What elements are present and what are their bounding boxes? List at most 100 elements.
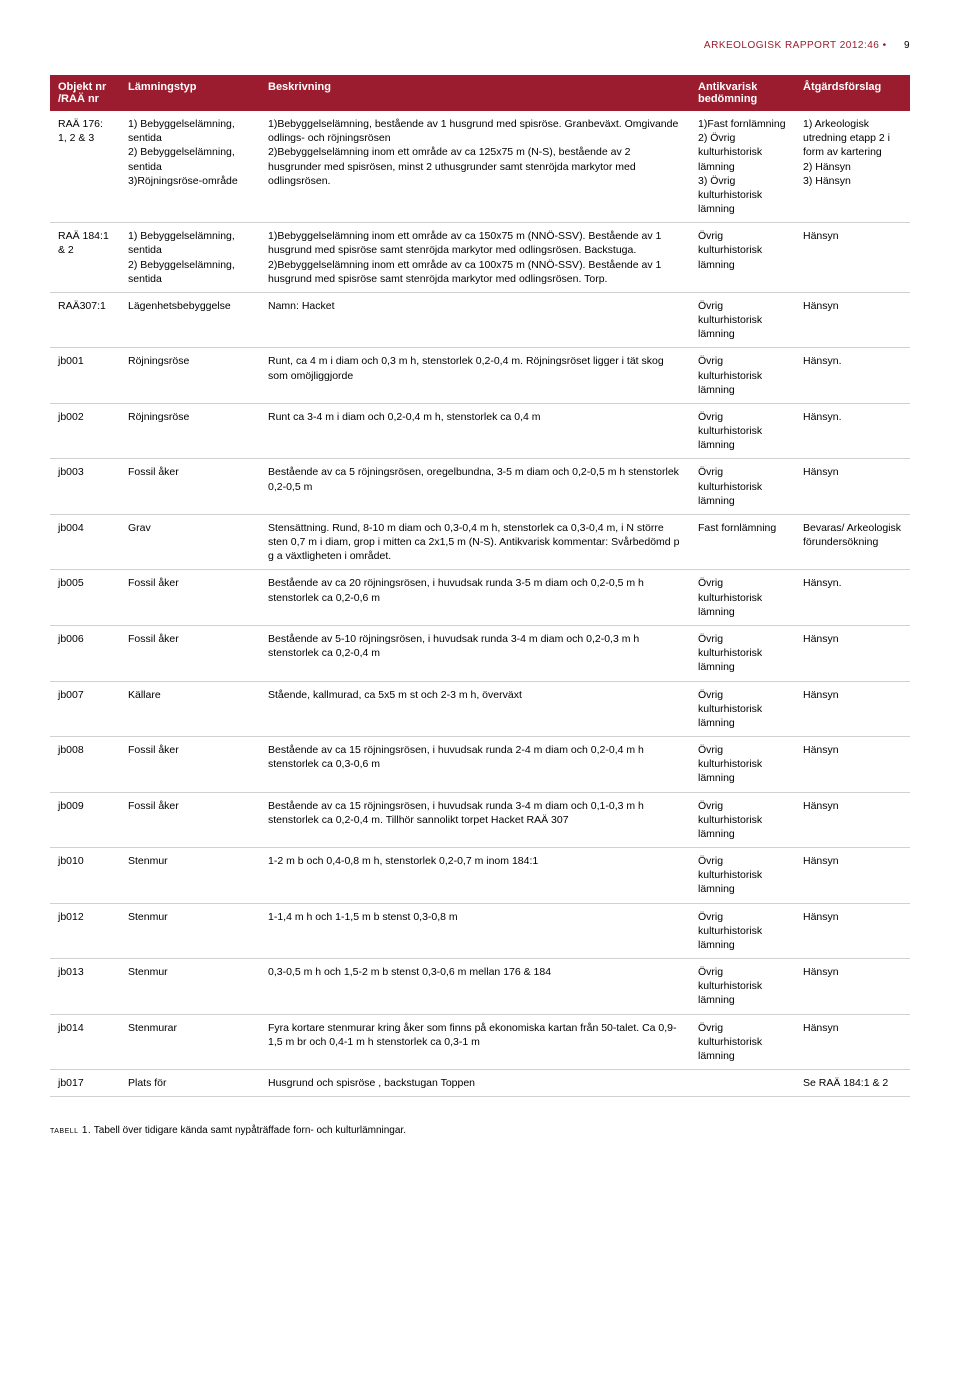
cell-c3: Övrig kulturhistorisk lämning (690, 848, 795, 904)
cell-c3: Övrig kulturhistorisk lämning (690, 1014, 795, 1070)
table-row: jb017Plats förHusgrund och spisröse , ba… (50, 1070, 910, 1097)
cell-c4: Hänsyn (795, 223, 910, 293)
cell-c2: 1)Bebyggelselämning, bestående av 1 husg… (260, 111, 690, 223)
table-row: jb013Stenmur0,3-0,5 m h och 1,5-2 m b st… (50, 959, 910, 1015)
cell-c1: Källare (120, 681, 260, 737)
cell-c3: Övrig kulturhistorisk lämning (690, 737, 795, 793)
cell-c4: Hänsyn (795, 681, 910, 737)
cell-c3: Övrig kulturhistorisk lämning (690, 403, 795, 459)
cell-c3: Övrig kulturhistorisk lämning (690, 459, 795, 515)
cell-c0: jb013 (50, 959, 120, 1015)
table-row: jb003Fossil åkerBestående av ca 5 röjnin… (50, 459, 910, 515)
cell-c3: Övrig kulturhistorisk lämning (690, 570, 795, 626)
cell-c3: 1)Fast fornlämning2) Övrig kulturhistori… (690, 111, 795, 223)
table-header-row: Objekt nr /RAÄ nr Lämningstyp Beskrivnin… (50, 75, 910, 111)
cell-c3: Fast fornlämning (690, 514, 795, 570)
cell-c4: Hänsyn (795, 292, 910, 348)
cell-c2: 1-2 m b och 0,4-0,8 m h, stenstorlek 0,2… (260, 848, 690, 904)
running-title: ARKEOLOGISK RAPPORT 2012:46 (704, 40, 879, 51)
cell-c4: Se RAÄ 184:1 & 2 (795, 1070, 910, 1097)
cell-c2: Runt, ca 4 m i diam och 0,3 m h, stensto… (260, 348, 690, 404)
col-bedomning: Antikvarisk bedömning (690, 75, 795, 111)
cell-c0: RAÄ 184:1 & 2 (50, 223, 120, 293)
cell-c3 (690, 1070, 795, 1097)
cell-c1: Fossil åker (120, 570, 260, 626)
cell-c4: Hänsyn (795, 1014, 910, 1070)
cell-c4: Hänsyn (795, 792, 910, 848)
cell-c1: Röjningsröse (120, 403, 260, 459)
cell-c1: Fossil åker (120, 625, 260, 681)
cell-c0: jb003 (50, 459, 120, 515)
running-dot: • (883, 40, 887, 51)
cell-c0: jb008 (50, 737, 120, 793)
table-row: jb005Fossil åkerBestående av ca 20 röjni… (50, 570, 910, 626)
cell-c0: jb002 (50, 403, 120, 459)
cell-c0: jb005 (50, 570, 120, 626)
cell-c4: 1) Arkeologisk utredning etapp 2 i form … (795, 111, 910, 223)
cell-c2: Stensättning. Rund, 8-10 m diam och 0,3-… (260, 514, 690, 570)
cell-c2: Runt ca 3-4 m i diam och 0,2-0,4 m h, st… (260, 403, 690, 459)
table-row: RAÄ307:1LägenhetsbebyggelseNamn: HacketÖ… (50, 292, 910, 348)
cell-c2: 1)Bebyggelselämning inom ett område av c… (260, 223, 690, 293)
cell-c4: Hänsyn. (795, 403, 910, 459)
data-table: Objekt nr /RAÄ nr Lämningstyp Beskrivnin… (50, 75, 910, 1097)
cell-c4: Hänsyn (795, 848, 910, 904)
cell-c1: Stenmur (120, 903, 260, 959)
col-objektnr: Objekt nr /RAÄ nr (50, 75, 120, 111)
cell-c4: Hänsyn (795, 737, 910, 793)
caption-text: Tabell över tidigare kända samt nypåträf… (91, 1125, 406, 1136)
cell-c0: jb004 (50, 514, 120, 570)
cell-c1: Fossil åker (120, 737, 260, 793)
cell-c4: Hänsyn. (795, 570, 910, 626)
cell-c1: 1) Bebyggelselämning, sentida2) Bebyggel… (120, 111, 260, 223)
cell-c1: Fossil åker (120, 459, 260, 515)
cell-c2: Stående, kallmurad, ca 5x5 m st och 2-3 … (260, 681, 690, 737)
cell-c1: Lägenhetsbebyggelse (120, 292, 260, 348)
cell-c1: Grav (120, 514, 260, 570)
cell-c2: Bestående av ca 15 röjningsrösen, i huvu… (260, 792, 690, 848)
cell-c1: Stenmur (120, 959, 260, 1015)
table-row: jb002RöjningsröseRunt ca 3-4 m i diam oc… (50, 403, 910, 459)
cell-c2: Bestående av ca 5 röjningsrösen, oregelb… (260, 459, 690, 515)
cell-c4: Bevaras/ Arkeologisk förundersökning (795, 514, 910, 570)
cell-c1: Stenmurar (120, 1014, 260, 1070)
cell-c0: jb007 (50, 681, 120, 737)
cell-c4: Hänsyn (795, 959, 910, 1015)
cell-c2: Bestående av 5-10 röjningsrösen, i huvud… (260, 625, 690, 681)
table-row: jb007KällareStående, kallmurad, ca 5x5 m… (50, 681, 910, 737)
page-number: 9 (904, 40, 910, 51)
cell-c4: Hänsyn (795, 903, 910, 959)
cell-c0: jb017 (50, 1070, 120, 1097)
cell-c3: Övrig kulturhistorisk lämning (690, 292, 795, 348)
cell-c2: Bestående av ca 20 röjningsrösen, i huvu… (260, 570, 690, 626)
table-row: jb006Fossil åkerBestående av 5-10 röjnin… (50, 625, 910, 681)
table-row: jb010Stenmur1-2 m b och 0,4-0,8 m h, ste… (50, 848, 910, 904)
col-beskrivning: Beskrivning (260, 75, 690, 111)
cell-c3: Övrig kulturhistorisk lämning (690, 792, 795, 848)
cell-c1: 1) Bebyggelselämning, sentida2) Bebyggel… (120, 223, 260, 293)
cell-c0: jb001 (50, 348, 120, 404)
cell-c1: Stenmur (120, 848, 260, 904)
cell-c0: jb010 (50, 848, 120, 904)
table-row: jb004GravStensättning. Rund, 8-10 m diam… (50, 514, 910, 570)
cell-c0: RAÄ 176: 1, 2 & 3 (50, 111, 120, 223)
col-atgard: Åtgärdsförslag (795, 75, 910, 111)
table-row: jb014StenmurarFyra kortare stenmurar kri… (50, 1014, 910, 1070)
col-lamningstyp: Lämningstyp (120, 75, 260, 111)
cell-c3: Övrig kulturhistorisk lämning (690, 959, 795, 1015)
table-row: jb009Fossil åkerBestående av ca 15 röjni… (50, 792, 910, 848)
cell-c1: Plats för (120, 1070, 260, 1097)
running-head: ARKEOLOGISK RAPPORT 2012:46 • 9 (50, 40, 910, 51)
cell-c0: jb012 (50, 903, 120, 959)
cell-c0: jb009 (50, 792, 120, 848)
cell-c0: jb014 (50, 1014, 120, 1070)
cell-c3: Övrig kulturhistorisk lämning (690, 903, 795, 959)
cell-c0: jb006 (50, 625, 120, 681)
cell-c2: 1-1,4 m h och 1-1,5 m b stenst 0,3-0,8 m (260, 903, 690, 959)
table-row: RAÄ 176: 1, 2 & 31) Bebyggelselämning, s… (50, 111, 910, 223)
cell-c3: Övrig kulturhistorisk lämning (690, 681, 795, 737)
cell-c2: Husgrund och spisröse , backstugan Toppe… (260, 1070, 690, 1097)
cell-c1: Röjningsröse (120, 348, 260, 404)
table-row: jb001RöjningsröseRunt, ca 4 m i diam och… (50, 348, 910, 404)
table-row: jb008Fossil åkerBestående av ca 15 röjni… (50, 737, 910, 793)
